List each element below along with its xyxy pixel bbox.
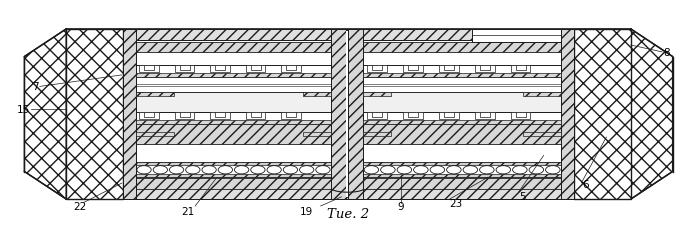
Text: 9: 9 xyxy=(397,201,404,211)
Bar xyxy=(363,174,561,177)
Polygon shape xyxy=(631,30,673,199)
Bar xyxy=(139,65,159,72)
Bar xyxy=(144,65,154,70)
Bar xyxy=(363,112,561,125)
Bar xyxy=(136,163,331,177)
Bar xyxy=(363,179,561,189)
Bar xyxy=(511,65,530,72)
Bar xyxy=(408,65,418,70)
Bar xyxy=(348,30,363,199)
Bar xyxy=(136,121,331,125)
Bar xyxy=(363,132,391,136)
Bar xyxy=(144,112,154,117)
Bar xyxy=(523,93,561,97)
Bar xyxy=(136,65,331,78)
Bar xyxy=(136,179,331,189)
Bar xyxy=(282,112,301,119)
Bar xyxy=(251,65,261,70)
Bar xyxy=(472,30,561,42)
Text: 15: 15 xyxy=(17,105,30,115)
Bar xyxy=(444,65,454,70)
Bar xyxy=(66,30,631,41)
Bar xyxy=(66,93,631,136)
Text: 8: 8 xyxy=(664,48,671,58)
Bar xyxy=(363,93,391,97)
Bar xyxy=(123,30,136,199)
Bar xyxy=(210,65,230,72)
Bar xyxy=(136,174,331,177)
Bar xyxy=(372,65,381,70)
Bar xyxy=(136,42,331,53)
Text: 5: 5 xyxy=(519,191,526,201)
Bar xyxy=(303,132,331,136)
Bar xyxy=(66,30,123,199)
Bar xyxy=(561,30,574,199)
Bar xyxy=(523,132,561,136)
Bar xyxy=(136,78,331,93)
Bar xyxy=(180,112,190,117)
Bar xyxy=(136,93,174,97)
Bar xyxy=(136,163,331,166)
Text: 19: 19 xyxy=(300,206,314,216)
Bar xyxy=(480,65,489,70)
Bar xyxy=(363,163,561,177)
Bar xyxy=(363,65,561,78)
Bar xyxy=(438,112,459,119)
Bar xyxy=(246,65,266,72)
Bar xyxy=(367,112,387,119)
Bar xyxy=(215,112,225,117)
Bar xyxy=(408,112,418,117)
Bar xyxy=(66,188,631,199)
Bar xyxy=(175,112,194,119)
Bar xyxy=(363,163,561,166)
Bar xyxy=(475,112,494,119)
Bar xyxy=(367,65,387,72)
Bar xyxy=(303,93,331,97)
Bar xyxy=(480,112,489,117)
Bar xyxy=(363,121,561,125)
Text: 7: 7 xyxy=(31,82,38,92)
Bar xyxy=(516,112,526,117)
Bar xyxy=(363,74,561,78)
Text: 21: 21 xyxy=(181,206,195,216)
Bar xyxy=(403,65,422,72)
Polygon shape xyxy=(24,30,66,199)
Bar xyxy=(444,112,454,117)
Text: 6: 6 xyxy=(582,179,589,189)
Bar xyxy=(180,65,190,70)
Bar xyxy=(246,112,266,119)
Bar xyxy=(215,65,225,70)
Bar xyxy=(136,112,331,125)
Text: Τие. 2: Τие. 2 xyxy=(328,207,369,220)
Bar xyxy=(136,132,174,136)
Bar xyxy=(363,78,561,93)
Bar xyxy=(251,112,261,117)
Bar xyxy=(175,65,194,72)
Text: 23: 23 xyxy=(450,198,463,208)
Bar xyxy=(286,65,296,70)
Bar xyxy=(136,74,331,78)
Bar xyxy=(363,42,561,53)
Bar xyxy=(403,112,422,119)
Bar xyxy=(438,65,459,72)
Bar xyxy=(511,112,530,119)
Bar xyxy=(66,30,631,199)
Bar xyxy=(574,30,631,199)
Bar xyxy=(139,112,159,119)
Text: 22: 22 xyxy=(73,201,86,211)
Bar xyxy=(363,125,561,144)
Bar xyxy=(516,65,526,70)
Bar xyxy=(372,112,381,117)
Bar xyxy=(286,112,296,117)
Bar xyxy=(475,65,494,72)
Bar xyxy=(331,30,346,199)
Bar xyxy=(282,65,301,72)
Bar xyxy=(346,32,348,197)
Bar xyxy=(210,112,230,119)
Bar xyxy=(136,125,331,144)
